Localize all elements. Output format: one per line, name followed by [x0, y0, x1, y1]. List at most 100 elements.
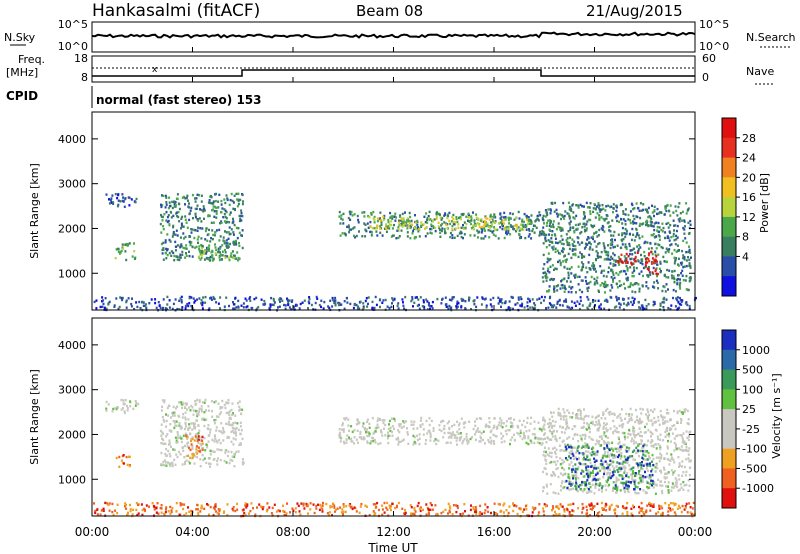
velocity-cell	[498, 421, 501, 424]
velocity-cell	[546, 485, 548, 488]
power-cell	[659, 302, 662, 305]
velocity-cell	[605, 429, 608, 433]
power-cell	[391, 302, 393, 305]
power-cell	[348, 228, 351, 231]
power-cell	[677, 277, 679, 281]
power-cell	[178, 299, 181, 302]
velocity-cell	[644, 475, 647, 479]
power-cell	[127, 297, 130, 300]
power-cell	[613, 276, 616, 280]
velocity-cell	[203, 401, 206, 404]
velocity-cell	[160, 423, 163, 426]
power-cell	[597, 242, 600, 246]
power-cell	[557, 222, 560, 225]
velocity-cell	[611, 489, 614, 492]
velocity-cell	[370, 440, 373, 443]
power-cell	[611, 271, 614, 274]
velocity-cell	[538, 442, 541, 445]
power-cell	[376, 220, 379, 223]
velocity-cell	[667, 481, 670, 484]
velocity-cell	[565, 415, 568, 418]
power-cell	[634, 255, 637, 259]
velocity-cell	[660, 414, 662, 417]
power-cell	[383, 217, 386, 220]
velocity-cell	[372, 436, 375, 440]
power-cell	[536, 217, 539, 221]
velocity-cell	[648, 413, 651, 417]
power-cell	[509, 233, 512, 236]
velocity-cell	[178, 401, 181, 404]
power-cell	[597, 299, 600, 302]
power-cell	[643, 250, 646, 254]
velocity-cell	[638, 417, 641, 420]
power-cell	[653, 301, 656, 304]
power-cell	[520, 235, 523, 239]
power-cell	[410, 299, 413, 303]
power-cell	[400, 217, 403, 220]
velocity-cell	[185, 512, 188, 515]
velocity-cell	[571, 427, 574, 431]
power-cell	[620, 253, 623, 256]
velocity-cell	[598, 477, 601, 481]
velocity-cell	[575, 486, 577, 489]
power-cell	[263, 299, 266, 303]
velocity-cell	[668, 427, 671, 430]
velocity-cell	[559, 463, 562, 466]
power-cell	[679, 296, 681, 300]
power-cell	[124, 243, 127, 246]
power-cell	[390, 305, 393, 309]
power-cell	[194, 229, 197, 232]
power-cell	[681, 269, 684, 272]
power-cell	[579, 296, 582, 299]
power-cell	[586, 206, 589, 209]
velocity-cell	[184, 416, 187, 419]
velocity-cell	[379, 417, 381, 421]
velocity-cell	[225, 422, 228, 425]
velocity-cell	[578, 461, 581, 465]
velocity-cell	[640, 479, 643, 483]
power-cell	[583, 247, 586, 250]
velocity-cell	[516, 431, 519, 435]
velocity-cell	[160, 409, 163, 412]
power-cell	[618, 302, 621, 305]
velocity-cell	[215, 426, 218, 429]
power-cell	[180, 301, 183, 304]
power-cell	[599, 210, 602, 213]
power-cell	[656, 225, 659, 229]
velocity-cell	[165, 506, 168, 509]
power-cell	[95, 307, 98, 310]
velocity-cell	[394, 507, 397, 510]
velocity-cell	[667, 471, 670, 474]
velocity-cell	[609, 452, 612, 456]
velocity-cell	[192, 413, 195, 416]
velocity-cell	[637, 449, 640, 452]
velocity-cell	[624, 482, 627, 485]
power-cell	[577, 223, 580, 226]
power-cell	[688, 250, 691, 253]
power-cell	[570, 287, 573, 290]
noise-left-label: N.Sky	[4, 31, 36, 44]
power-cell	[511, 296, 514, 299]
velocity-cell	[390, 417, 393, 420]
power-cell	[592, 210, 595, 214]
velocity-cell	[350, 437, 353, 440]
power-cell	[593, 277, 596, 281]
power-cell	[667, 306, 670, 310]
velocity-cell	[589, 461, 592, 465]
power-cell	[201, 307, 204, 310]
velocity-cell	[383, 419, 386, 422]
power-cell	[426, 217, 429, 220]
velocity-cell	[365, 505, 368, 508]
velocity-cell	[366, 420, 368, 424]
velocity-cell	[554, 437, 557, 441]
power-cell	[587, 236, 590, 239]
velocity-cell	[587, 476, 590, 479]
velocity-cell	[208, 462, 210, 465]
power-cell	[583, 228, 586, 232]
velocity-cell	[189, 432, 192, 436]
velocity-cell	[230, 430, 233, 434]
velocity-cell	[447, 431, 450, 435]
velocity-cell	[688, 434, 691, 437]
power-cell	[641, 235, 644, 238]
power-cell	[460, 297, 463, 301]
